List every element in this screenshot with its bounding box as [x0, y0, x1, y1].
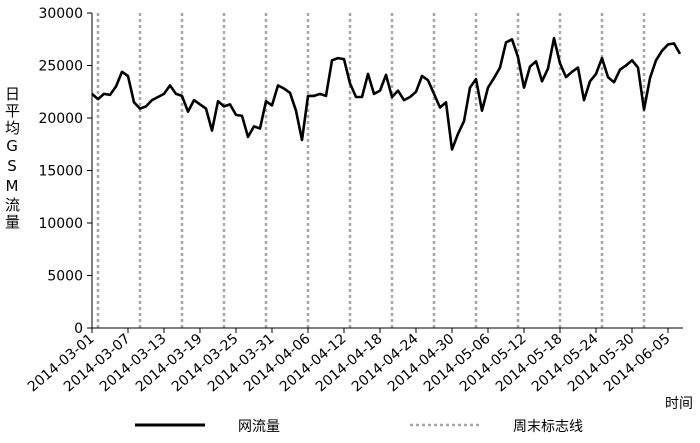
legend-label: 网流量: [238, 419, 280, 435]
y-tick-label: 20000: [38, 111, 83, 127]
x-axis-label: 时间: [665, 396, 693, 412]
legend-label: 周末标志线: [513, 419, 583, 435]
y-tick-label: 25000: [38, 59, 83, 75]
y-tick-label: 5000: [47, 269, 83, 285]
y-tick-label: 10000: [38, 216, 83, 232]
series-line: [91, 36, 682, 151]
y-tick-label: 0: [74, 321, 83, 337]
y-axis-label: 日平均GSM流量: [3, 86, 21, 231]
y-tick-label: 15000: [38, 164, 83, 180]
y-tick-label: 30000: [38, 6, 83, 22]
